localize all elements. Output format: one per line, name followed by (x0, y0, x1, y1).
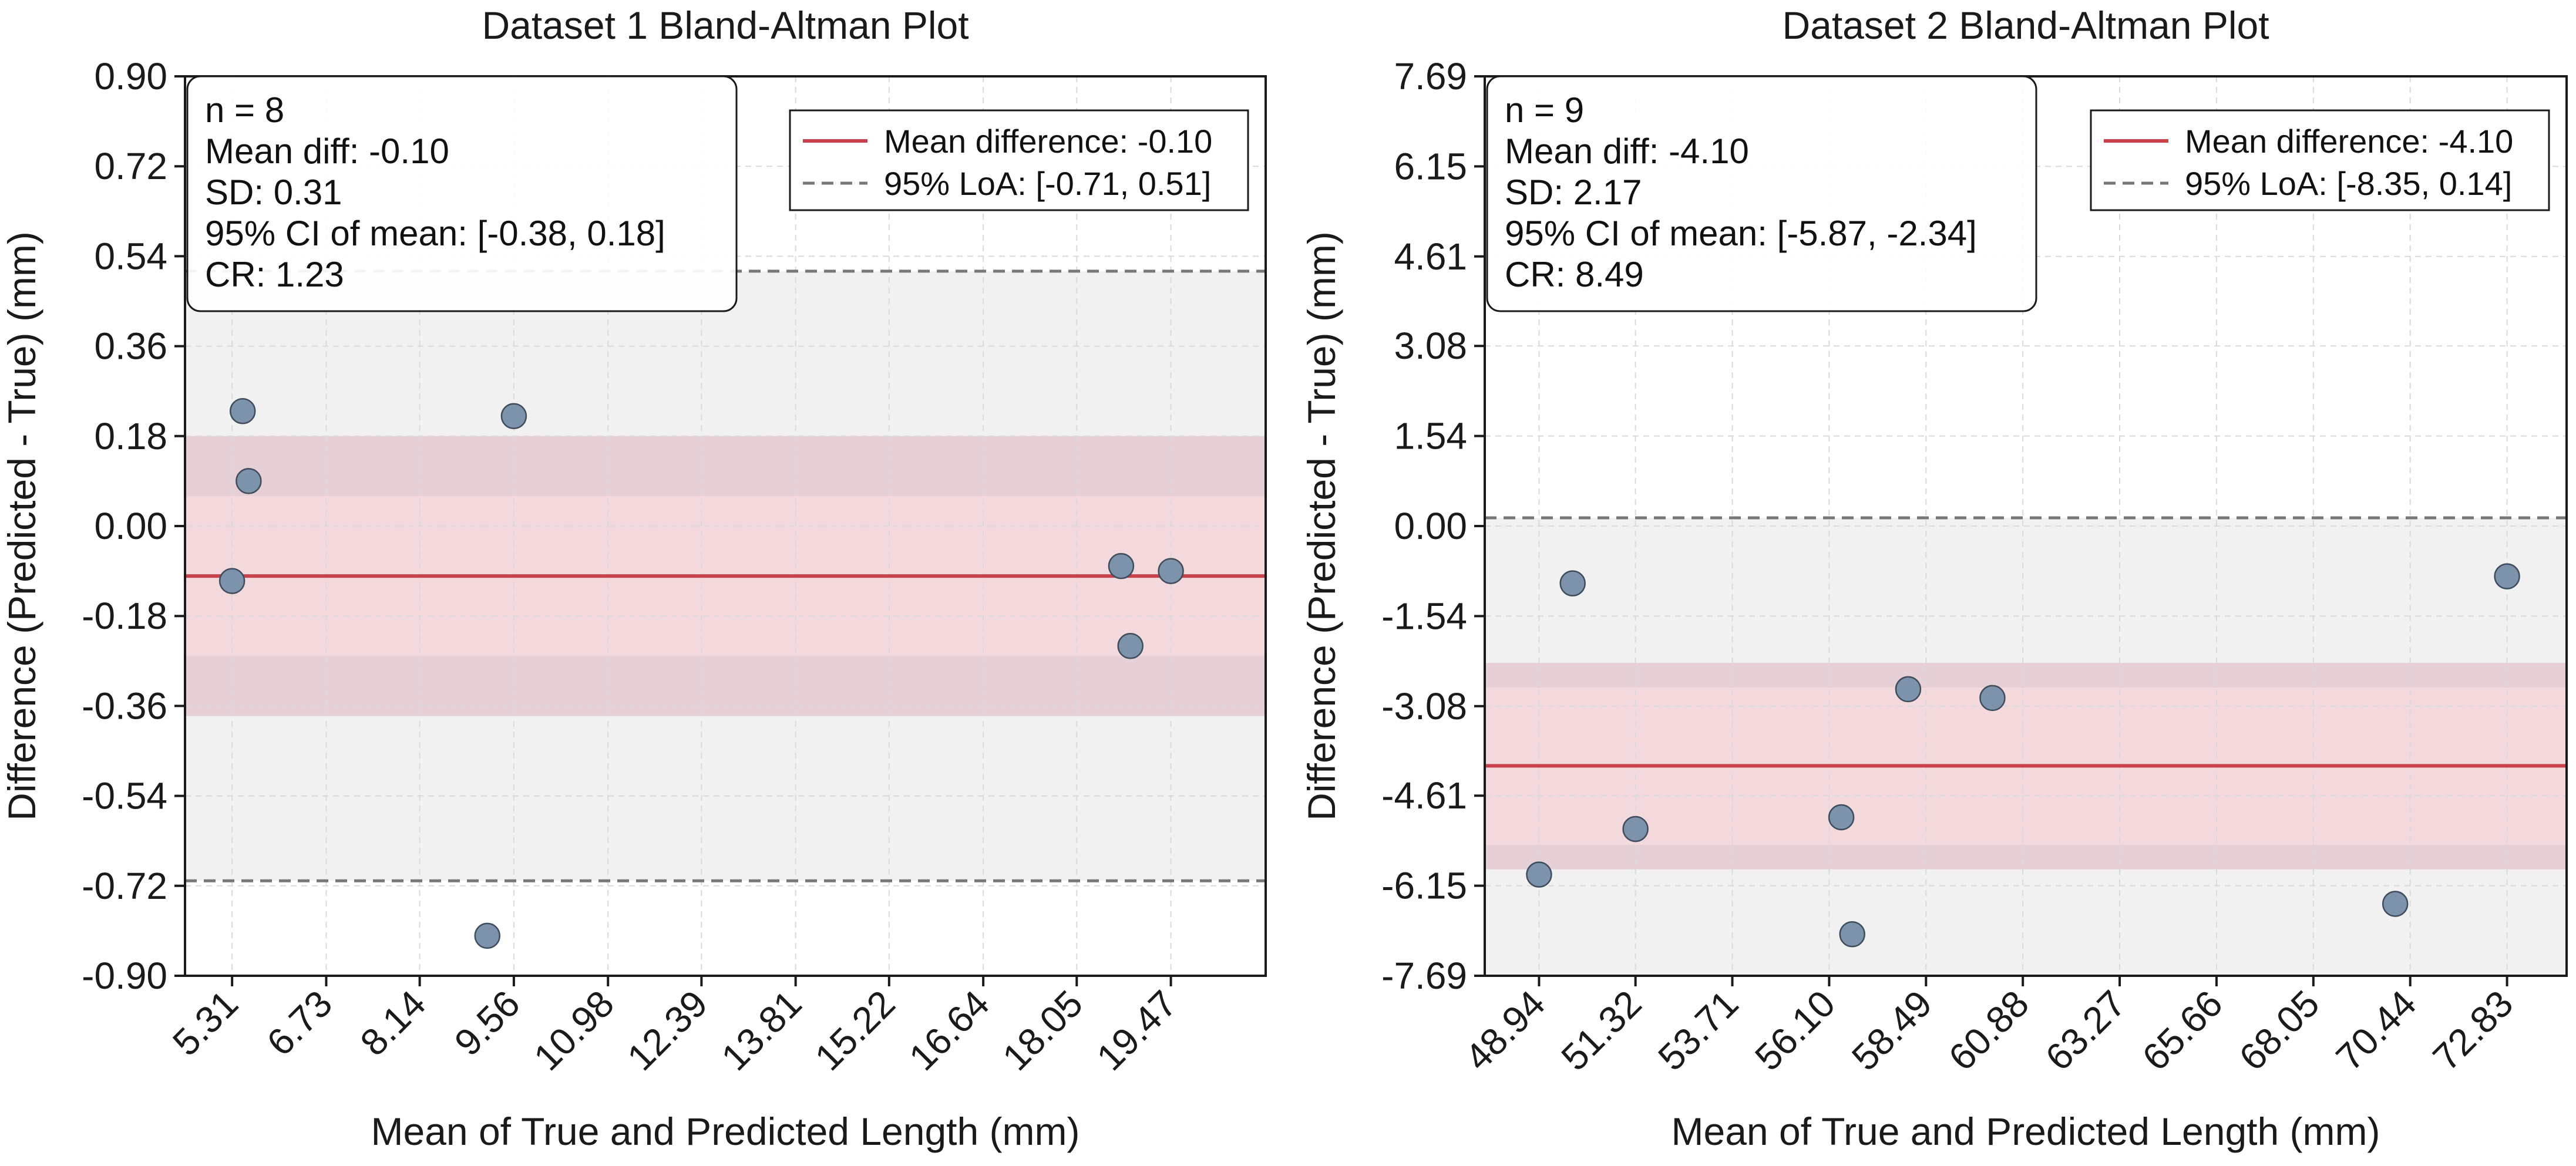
y-axis-label: Difference (Predicted - True) (mm) (0, 231, 43, 821)
y-tick-label: -0.90 (82, 955, 167, 997)
data-point (1622, 815, 1649, 843)
y-tick-label: 0.54 (94, 235, 167, 277)
stats-line: SD: 0.31 (205, 173, 342, 212)
stats-line: CR: 8.49 (1505, 255, 1644, 294)
legend-loa-label: 95% LoA: [-0.71, 0.51] (884, 165, 1211, 202)
legend-mean-label: Mean difference: -4.10 (2185, 123, 2513, 160)
stats-box (1486, 75, 2037, 312)
x-tick-label: 19.47 (1088, 982, 1185, 1079)
legend-box (2090, 109, 2550, 211)
stats-line: 95% CI of mean: [-0.38, 0.18] (205, 214, 665, 253)
legend-box (789, 109, 1249, 211)
chart-title: Dataset 1 Bland-Altman Plot (482, 4, 968, 47)
y-tick-label: -7.69 (1381, 955, 1467, 997)
data-point (1979, 685, 2006, 712)
y-tick-label: 6.15 (1394, 145, 1467, 187)
data-point (474, 922, 500, 949)
y-tick-label: 0.18 (94, 415, 167, 457)
data-point (2382, 891, 2409, 917)
data-point (236, 468, 262, 494)
data-point (1117, 633, 1144, 659)
x-tick-label: 58.49 (1844, 982, 1940, 1079)
y-tick-label: 0.00 (1394, 505, 1467, 547)
legend-loa-label: 95% LoA: [-8.35, 0.14] (2185, 165, 2512, 202)
x-axis-label: Mean of True and Predicted Length (mm) (1672, 1110, 2380, 1153)
x-tick-label: 65.66 (2134, 982, 2231, 1079)
stats-line: SD: 2.17 (1505, 173, 1642, 212)
y-tick-label: -1.54 (1381, 595, 1467, 637)
y-tick-label: 0.90 (94, 55, 167, 97)
x-axis-label: Mean of True and Predicted Length (mm) (371, 1110, 1080, 1153)
y-tick-label: 7.69 (1394, 55, 1467, 97)
chart-panel-2: 7.69 6.15 4.61 3.08 1.54 0.00 -1.54 -3.08 -4.61 -… (1300, 4, 2568, 1153)
x-tick-label: 70.44 (2328, 982, 2424, 1079)
data-point (1828, 804, 1855, 831)
y-tick-label: -6.15 (1381, 865, 1467, 907)
y-tick-label: 4.61 (1394, 235, 1467, 278)
x-tick-label: 12.39 (619, 982, 715, 1079)
data-point (2494, 563, 2520, 589)
y-tick-label: -0.54 (82, 775, 167, 817)
y-tick-label: -4.61 (1381, 774, 1467, 817)
x-tick-label: 72.83 (2424, 982, 2521, 1079)
data-point (500, 403, 527, 430)
stats-line: CR: 1.23 (205, 255, 344, 294)
y-tick-label: 0.72 (94, 145, 167, 187)
data-point (1158, 558, 1184, 584)
plot-area (1485, 76, 2567, 976)
stats-line: Mean diff: -4.10 (1505, 132, 1749, 171)
x-tick-label: 5.31 (164, 982, 246, 1064)
data-point (1108, 552, 1135, 579)
data-point (1526, 861, 1552, 888)
stats-box (186, 75, 738, 312)
x-tick-label: 13.81 (713, 982, 809, 1079)
x-tick-label: 6.73 (258, 982, 340, 1064)
x-tick-label: 56.10 (1747, 982, 1843, 1079)
x-tick-label: 48.94 (1457, 982, 1553, 1079)
data-point (1839, 921, 1865, 948)
x-tick-label: 10.98 (526, 982, 622, 1079)
data-point (1895, 676, 1922, 703)
chart-panel-1: 0.90 0.72 0.54 0.36 0.18 0.00 -0.18 -0.36 -0.54 -… (0, 4, 1267, 1153)
x-tick-label: 53.71 (1650, 982, 1746, 1079)
stats-line: n = 8 (205, 90, 284, 130)
y-axis-label: Difference (Predicted - True) (mm) (1300, 231, 1343, 821)
stats-line: 95% CI of mean: [-5.87, -2.34] (1505, 214, 1977, 253)
y-tick-label: 1.54 (1394, 415, 1467, 457)
x-tick-label: 68.05 (2231, 982, 2328, 1079)
y-tick-label: -3.08 (1381, 685, 1467, 727)
x-tick-label: 16.64 (901, 982, 997, 1079)
x-tick-label: 15.22 (807, 982, 903, 1079)
y-tick-label: 0.00 (94, 505, 167, 547)
x-tick-label: 18.05 (994, 982, 1091, 1079)
x-tick-label: 63.27 (2037, 982, 2134, 1079)
y-tick-label: -0.72 (82, 865, 167, 907)
x-tick-label: 9.56 (446, 982, 528, 1064)
data-point (1559, 570, 1586, 597)
y-tick-label: 0.36 (94, 325, 167, 368)
legend-mean-label: Mean difference: -0.10 (884, 123, 1212, 160)
stats-line: Mean diff: -0.10 (205, 132, 449, 171)
data-point (229, 397, 256, 424)
y-tick-label: 3.08 (1394, 325, 1467, 367)
x-tick-label: 8.14 (352, 982, 434, 1064)
stats-line: n = 9 (1505, 90, 1584, 130)
data-point (218, 568, 246, 594)
chart-title: Dataset 2 Bland-Altman Plot (1782, 4, 2269, 47)
x-tick-label: 51.32 (1553, 982, 1649, 1079)
x-tick-label: 60.88 (1941, 982, 2037, 1079)
y-tick-label: -0.18 (82, 595, 167, 637)
y-tick-label: -0.36 (82, 685, 167, 727)
